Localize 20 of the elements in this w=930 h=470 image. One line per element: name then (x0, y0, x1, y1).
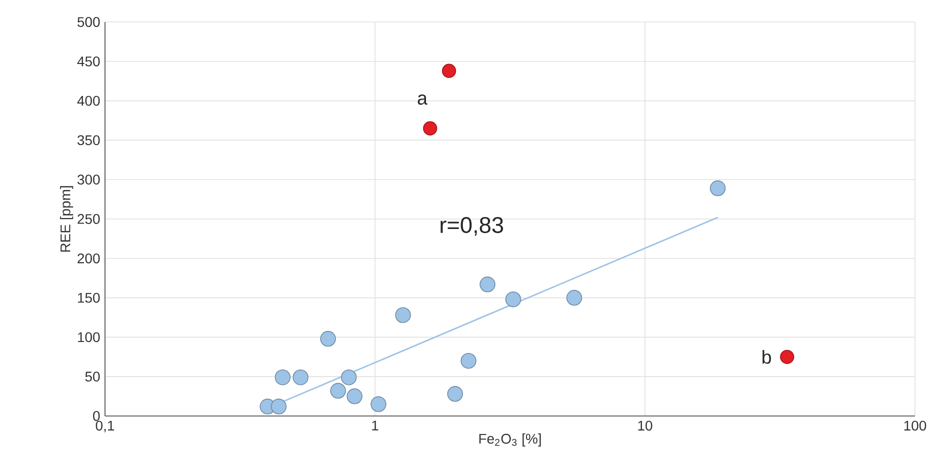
y-tick-label: 200 (78, 253, 100, 264)
y-tick-label: 250 (78, 214, 100, 224)
y-tick-label: 150 (78, 292, 100, 303)
y-tick-label: 500 (78, 17, 100, 27)
y-tick-label: 50 (85, 372, 100, 382)
y-tick-label: 300 (77, 174, 100, 185)
x-tick-label: 1 (372, 420, 378, 430)
x-tick-label: 10 (638, 420, 652, 431)
y-axis-title: REE [ppm] (60, 186, 74, 252)
x-tick-label: 0,1 (96, 420, 114, 432)
y-tick-label: 400 (77, 96, 100, 106)
annotation: a (418, 94, 428, 105)
y-tick-label: 0 (93, 411, 100, 421)
y-tick-label: 100 (78, 332, 100, 342)
x-axis-title: Fe$_{2}$O$_{3}$ [%] (479, 433, 541, 446)
annotation: r=0,83 (440, 217, 504, 236)
y-tick-label: 450 (77, 56, 100, 66)
y-tick-label: 350 (77, 135, 100, 146)
annotation: b (762, 350, 771, 364)
x-tick-label: 100 (904, 420, 926, 431)
